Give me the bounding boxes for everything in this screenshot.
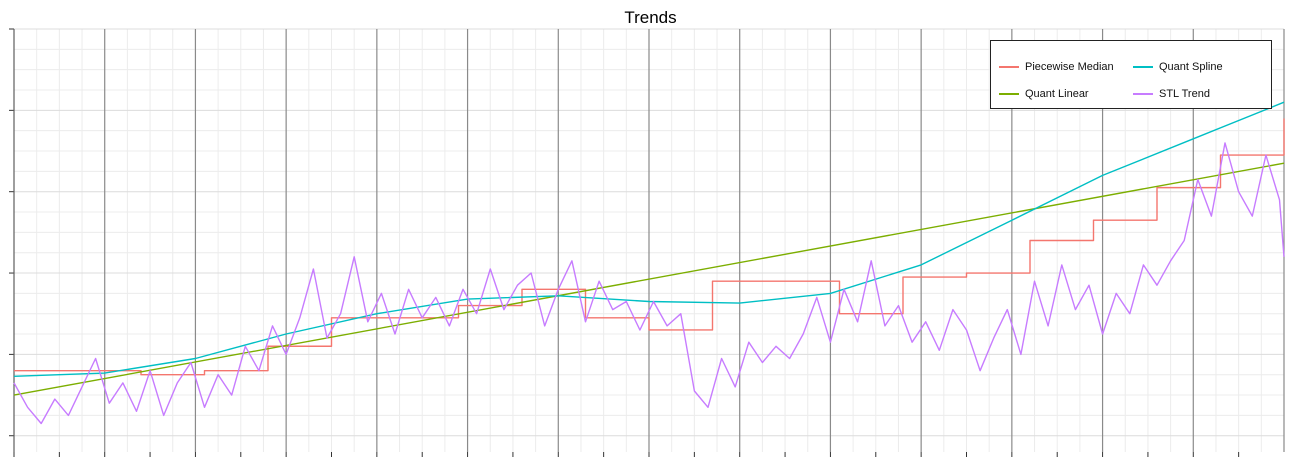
legend-label-quant-linear: Quant Linear <box>1025 88 1089 100</box>
legend-item-quant-linear: Quant Linear <box>999 86 1089 102</box>
legend-item-piecewise-median: Piecewise Median <box>999 59 1114 75</box>
legend-label-piecewise-median: Piecewise Median <box>1025 61 1114 73</box>
chart-title: Trends <box>624 8 677 27</box>
legend-label-stl-trend: STL Trend <box>1159 88 1210 100</box>
series-piecewise-median <box>14 118 1285 376</box>
legend-item-quant-spline: Quant Spline <box>1133 59 1223 75</box>
series-stl-trend <box>13 142 1285 425</box>
legend-label-quant-spline: Quant Spline <box>1159 61 1223 73</box>
series-quant-spline <box>13 101 1285 377</box>
series-quant-linear <box>13 162 1285 396</box>
legend-swatch-quant-spline <box>1133 66 1153 68</box>
legend-item-stl-trend: STL Trend <box>1133 86 1210 102</box>
legend: Piecewise Median Quant Spline Quant Line… <box>990 40 1272 109</box>
legend-swatch-piecewise-median <box>999 66 1019 68</box>
legend-swatch-stl-trend <box>1133 93 1153 95</box>
legend-swatch-quant-linear <box>999 93 1019 95</box>
